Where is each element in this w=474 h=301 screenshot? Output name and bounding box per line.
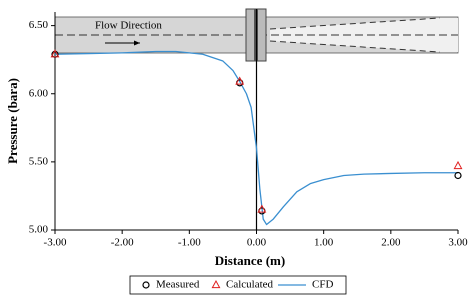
x-axis-title: Distance (m) [215, 253, 285, 268]
x-tick-label: 1.00 [314, 237, 334, 249]
y-tick-label: 6.50 [29, 19, 49, 31]
y-tick-label: 5.00 [29, 224, 49, 236]
legend-box [129, 275, 347, 295]
marker-triangle [235, 76, 245, 85]
marker-circle [142, 281, 150, 289]
y-axis-title: Pressure (bara) [5, 78, 20, 164]
cfd-line [54, 50, 458, 226]
x-tick-label: -3.00 [44, 237, 67, 249]
marker-circle [454, 171, 462, 180]
y-tick-label: 5.50 [29, 155, 49, 167]
marker-triangle [50, 49, 60, 58]
x-tick-label: -1.00 [178, 237, 201, 249]
marker-triangle [453, 160, 463, 170]
x-tick-label: 2.00 [381, 237, 401, 249]
x-tick-label: 0.00 [247, 237, 267, 249]
x-tick-label: 3.00 [448, 237, 468, 249]
y-tick-label: 6.00 [29, 87, 49, 99]
marker-triangle [211, 279, 221, 289]
x-tick-label: -2.00 [111, 237, 134, 249]
legend-label: CFD [312, 279, 333, 291]
annotation: Flow Direction [95, 20, 162, 32]
legend-label: Calculated [226, 279, 274, 291]
marker-triangle [257, 204, 267, 213]
legend-label: Measured [156, 279, 200, 291]
